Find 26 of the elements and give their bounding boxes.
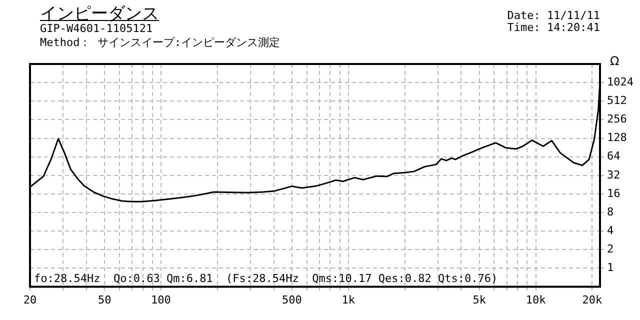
y-tick-label: 32	[607, 168, 620, 182]
y-tick-label: 4	[607, 224, 614, 237]
x-tick-label: 100	[151, 293, 171, 306]
y-tick-label: 16	[607, 186, 620, 200]
y-tick-label: 1024	[607, 75, 634, 88]
x-tick-label: 50	[98, 293, 112, 306]
y-axis-title: Ω	[610, 54, 620, 68]
text: Method： サインスイープ:インピーダンス測定	[40, 35, 280, 50]
x-tick-label: 20k	[582, 293, 603, 306]
x-tick-label: 1k	[342, 293, 356, 306]
x-tick-label: 20	[23, 293, 37, 306]
y-tick-label: 2	[607, 242, 614, 256]
y-tick-label: 8	[607, 205, 614, 218]
x-tick-label: 10k	[526, 293, 546, 306]
y-tick-label: 256	[607, 112, 627, 126]
x-tick-label: 500	[282, 293, 302, 306]
y-tick-label: 1	[607, 261, 614, 274]
chart-title: インピーダンス	[40, 3, 159, 24]
x-tick-label: 5k	[472, 293, 486, 306]
y-tick-label: 128	[607, 131, 627, 144]
chart-subtitle: GIP-W4601-1105121	[40, 22, 153, 35]
y-tick-label: 64	[607, 150, 621, 163]
y-tick-label: 512	[607, 94, 627, 107]
annotation: fo:28.54Hz Qo:0.63 Qm:6.81 (Fs:28.54Hz Qms:10.17 Qes:0.82 Qts:0.76)	[34, 272, 498, 286]
text: Date: 11/11/11	[507, 9, 600, 22]
text: Time: 14:20:41	[507, 21, 600, 34]
